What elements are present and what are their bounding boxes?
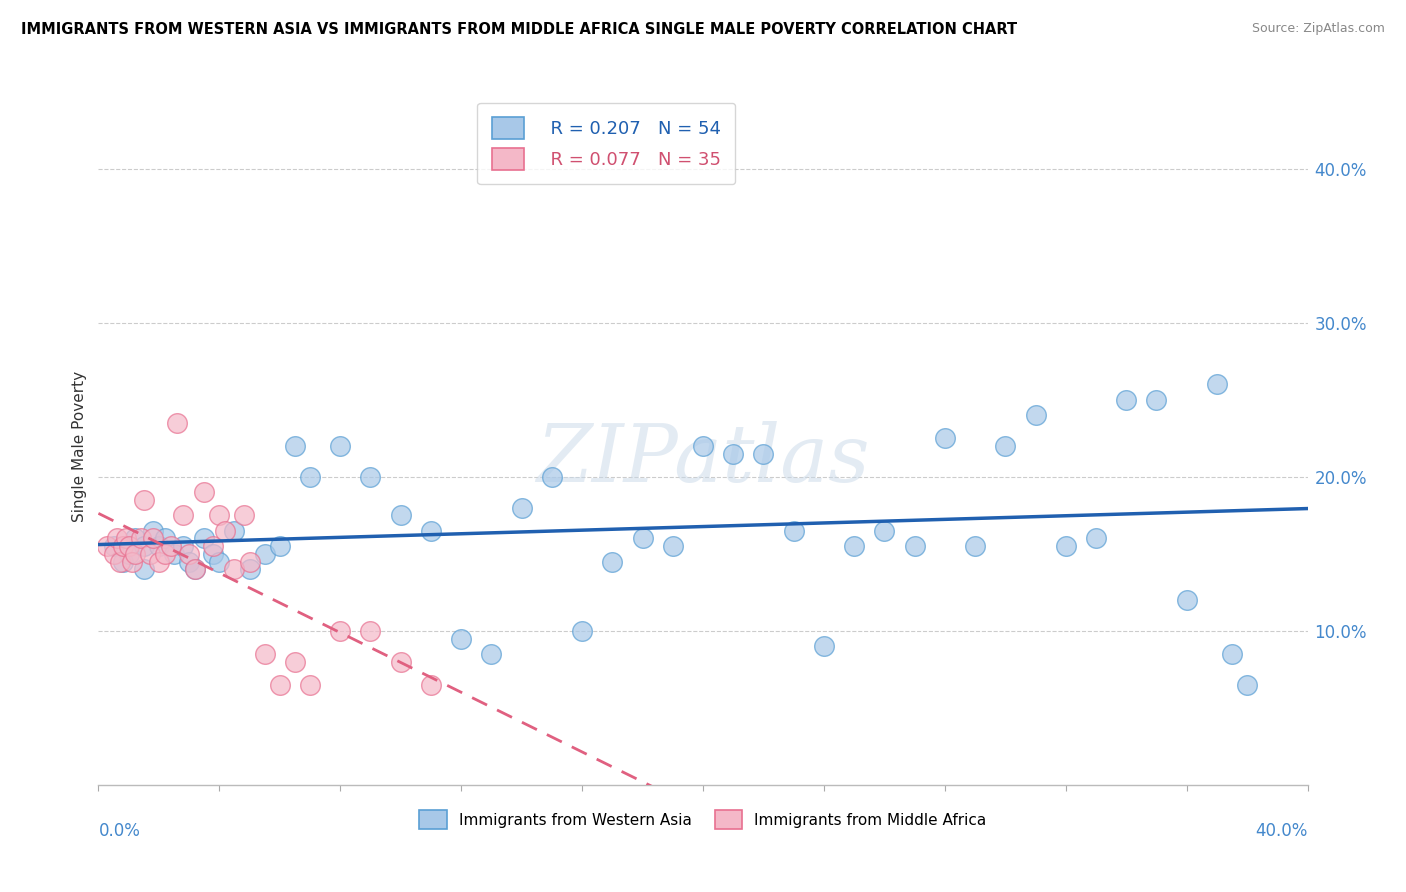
Point [540, 470, 562, 484]
Point [208, 508, 231, 523]
Point [329, 624, 352, 638]
Point [239, 562, 262, 576]
Point [96, 539, 118, 553]
Point [873, 524, 896, 538]
Point [299, 678, 322, 692]
Point [103, 547, 125, 561]
Point [179, 547, 201, 561]
Point [934, 431, 956, 445]
Point [118, 547, 141, 561]
Point [163, 547, 186, 561]
Point [783, 524, 806, 538]
Point [224, 524, 246, 538]
Text: 0.0%: 0.0% [98, 822, 141, 840]
Point [360, 624, 382, 638]
Point [111, 539, 134, 553]
Point [813, 640, 835, 654]
Point [389, 655, 412, 669]
Point [661, 539, 683, 553]
Point [571, 624, 593, 638]
Point [994, 439, 1017, 453]
Point [184, 562, 207, 576]
Point [450, 632, 472, 646]
Point [193, 532, 215, 546]
Point [184, 562, 207, 576]
Point [329, 439, 352, 453]
Point [129, 532, 152, 546]
Point [1144, 392, 1167, 407]
Point [253, 647, 276, 661]
Point [1024, 408, 1046, 422]
Point [153, 547, 176, 561]
Point [142, 524, 165, 538]
Point [208, 555, 231, 569]
Point [1115, 392, 1137, 407]
Point [142, 532, 165, 546]
Point [1054, 539, 1077, 553]
Text: Source: ZipAtlas.com: Source: ZipAtlas.com [1251, 22, 1385, 36]
Point [253, 547, 276, 561]
Point [299, 470, 322, 484]
Point [114, 532, 136, 546]
Point [214, 524, 236, 538]
Point [239, 555, 262, 569]
Point [1175, 593, 1198, 607]
Point [284, 439, 307, 453]
Y-axis label: Single Male Poverty: Single Male Poverty [72, 370, 87, 522]
Point [160, 539, 183, 553]
Point [1206, 377, 1229, 392]
Point [153, 532, 176, 546]
Point [124, 547, 146, 561]
Point [105, 532, 128, 546]
Point [172, 539, 194, 553]
Point [269, 678, 291, 692]
Point [420, 524, 443, 538]
Point [965, 539, 987, 553]
Point [202, 547, 225, 561]
Text: 40.0%: 40.0% [1256, 822, 1308, 840]
Point [389, 508, 412, 523]
Point [202, 539, 225, 553]
Point [510, 500, 533, 515]
Point [121, 555, 143, 569]
Point [1085, 532, 1108, 546]
Point [420, 678, 443, 692]
Point [118, 539, 141, 553]
Point [166, 416, 188, 430]
Point [148, 555, 170, 569]
Point [132, 492, 155, 507]
Point [172, 508, 194, 523]
Point [631, 532, 654, 546]
Point [1220, 647, 1243, 661]
Point [752, 447, 775, 461]
Point [269, 539, 291, 553]
Point [193, 485, 215, 500]
Point [139, 547, 162, 561]
Point [111, 555, 134, 569]
Point [284, 655, 307, 669]
Point [602, 555, 624, 569]
Point [232, 508, 254, 523]
Point [481, 647, 503, 661]
Point [103, 539, 125, 553]
Point [1236, 678, 1258, 692]
Point [692, 439, 714, 453]
Point [132, 562, 155, 576]
Point [360, 470, 382, 484]
Text: ZIPatlas: ZIPatlas [536, 421, 870, 499]
Point [844, 539, 866, 553]
Legend: Immigrants from Western Asia, Immigrants from Middle Africa: Immigrants from Western Asia, Immigrants… [413, 804, 993, 835]
Point [124, 532, 146, 546]
Point [179, 555, 201, 569]
Point [148, 539, 170, 553]
Text: IMMIGRANTS FROM WESTERN ASIA VS IMMIGRANTS FROM MIDDLE AFRICA SINGLE MALE POVERT: IMMIGRANTS FROM WESTERN ASIA VS IMMIGRAN… [21, 22, 1017, 37]
Point [224, 562, 246, 576]
Point [904, 539, 927, 553]
Point [132, 539, 155, 553]
Point [723, 447, 745, 461]
Point [108, 555, 131, 569]
